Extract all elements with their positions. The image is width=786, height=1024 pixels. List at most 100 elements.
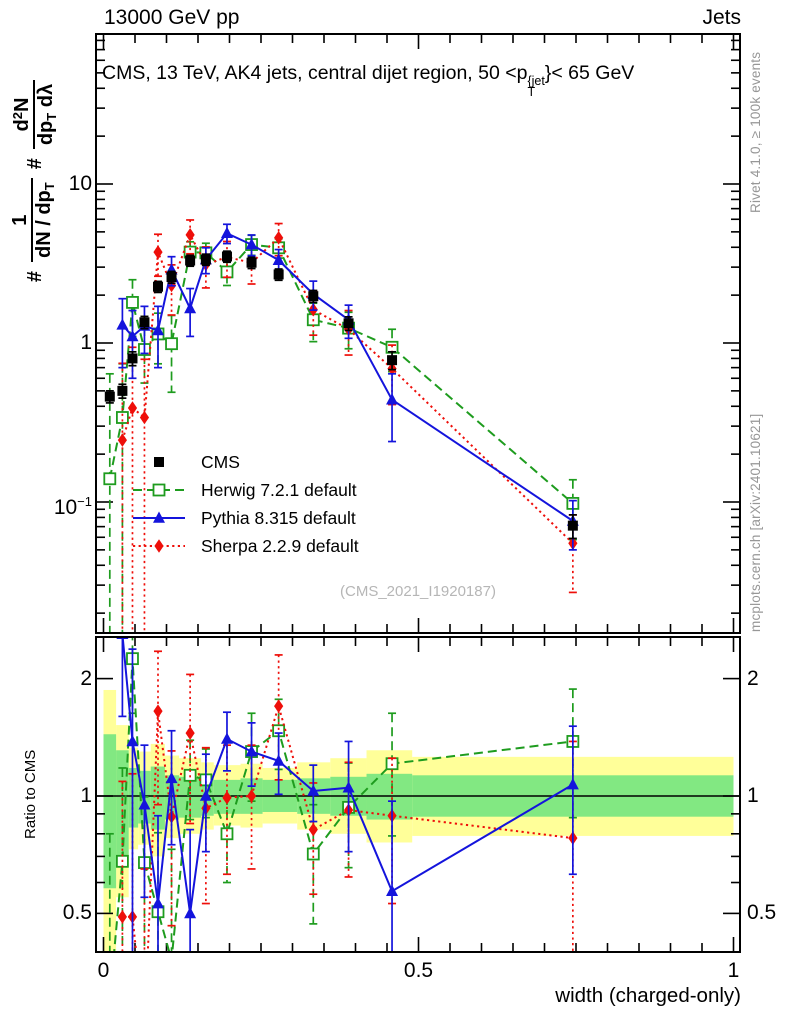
marker-triangle [116, 318, 129, 330]
marker-square-open [220, 827, 234, 841]
ratio-ytick-left-0.5: 0.5 [62, 901, 92, 925]
marker-square [166, 272, 177, 283]
marker-square-open [103, 472, 117, 486]
marker-square [308, 291, 319, 302]
main-series-sherpa [117, 219, 578, 632]
legend-label: Sherpa 2.2.9 default [201, 535, 359, 556]
plot-title: CMS, 13 TeV, AK4 jets, central dijet reg… [102, 62, 635, 99]
marker-diamond [127, 401, 138, 415]
xtick-1: 1 [727, 959, 740, 982]
marker-triangle [151, 897, 164, 909]
legend-label: Pythia 8.315 default [201, 507, 356, 528]
marker-diamond [117, 910, 127, 924]
marker-square [152, 281, 163, 292]
marker-diamond [308, 822, 318, 837]
watermark: (CMS_2021_I1920187) [340, 583, 496, 600]
marker-square [221, 251, 232, 262]
marker-diamond [139, 410, 150, 425]
marker-diamond [185, 726, 195, 740]
marker-triangle [307, 784, 320, 796]
marker-diamond [274, 699, 284, 713]
formula-fraction-2: d2N dpT dλ [7, 79, 63, 150]
xtick-0.5: 0.5 [403, 959, 434, 982]
marker-triangle [220, 226, 233, 239]
ratio-ytick-right-1: 1 [747, 784, 759, 807]
marker-square [127, 353, 138, 364]
marker-triangle [138, 798, 151, 810]
frame [95, 636, 741, 953]
marker-triangle [116, 638, 129, 639]
marker-triangle [342, 781, 355, 793]
marker-square [154, 457, 164, 467]
marker-triangle [126, 734, 139, 747]
x-axis-title: width (charged-only) [555, 984, 741, 1007]
marker-triangle [566, 778, 579, 790]
y-ticks [97, 677, 739, 915]
marker-square [343, 318, 354, 329]
marker-triangle [126, 329, 139, 342]
marker-triangle [184, 301, 197, 314]
marker-triangle [153, 511, 165, 523]
marker-square-open [115, 411, 129, 424]
marker-triangle [165, 771, 178, 784]
ratio-ytick-right-2: 2 [747, 666, 759, 690]
legend-item-pythia: Pythia 8.315 default [131, 504, 359, 532]
main-series-herwig [103, 234, 580, 632]
legend-label: Herwig 7.2.1 default [201, 479, 357, 500]
legend-item-sherpa: Sherpa 2.2.9 default [131, 532, 359, 560]
marker-square [246, 257, 257, 268]
marker-triangle [272, 754, 285, 766]
marker-triangle [386, 884, 399, 897]
ratio-ytick-left-1: 1 [80, 784, 92, 807]
formula-hash-2: # [23, 158, 46, 170]
marker-square-open [126, 296, 139, 309]
marker-triangle [386, 393, 399, 405]
marker-triangle [184, 906, 197, 919]
marker-square-open [152, 483, 166, 497]
marker-square [139, 317, 150, 328]
marker-diamond [153, 245, 163, 259]
marker-triangle [199, 789, 212, 801]
uncertainty-bands [103, 689, 734, 951]
beam-energy-label: 13000 GeV pp [104, 6, 240, 29]
diamond-marker-icon [133, 539, 185, 553]
legend-item-herwig: Herwig 7.2.1 default [131, 476, 359, 504]
green-band [103, 734, 117, 889]
marker-square [567, 520, 578, 531]
frame [95, 33, 741, 634]
ratio-series-herwig-line [113, 658, 574, 951]
marker-square [117, 385, 128, 396]
marker-triangle [151, 323, 164, 336]
ratio-ytick-left-2: 2 [80, 666, 92, 690]
main-ytick-10: 10 [68, 172, 92, 195]
x-ticks [102, 35, 735, 632]
main-ytick-0.1: 10−1 [53, 494, 92, 519]
marker-square-open [165, 337, 178, 351]
marker-square [273, 269, 284, 280]
marker-square [387, 355, 398, 366]
main-ytick-1: 1 [80, 331, 92, 354]
ratio-series-pythia-line [121, 638, 574, 914]
marker-diamond [154, 539, 164, 553]
ratio-series-pythia [116, 638, 579, 951]
rivet-version-note: Rivet 4.1.0, ≥ 100k events [748, 51, 763, 213]
legend-item-cms: CMS [131, 448, 359, 476]
marker-square [200, 254, 211, 265]
marker-triangle [245, 745, 258, 757]
ratio-plot [95, 636, 741, 953]
x-ticks [102, 638, 735, 951]
marker-diamond [153, 704, 163, 718]
marker-diamond [117, 433, 127, 447]
analysis-group-label: Jets [702, 6, 741, 29]
ratio-ytick-right-0.5: 0.5 [747, 901, 777, 925]
square-marker-icon [154, 457, 164, 467]
marker-triangle [220, 732, 233, 744]
y-ticks [97, 39, 739, 614]
marker-square-open [306, 847, 320, 861]
main-plot [95, 33, 741, 634]
main-series-cms [104, 250, 578, 540]
square-marker-icon [133, 483, 185, 497]
legend-label: CMS [201, 451, 240, 472]
marker-triangle [272, 253, 285, 265]
